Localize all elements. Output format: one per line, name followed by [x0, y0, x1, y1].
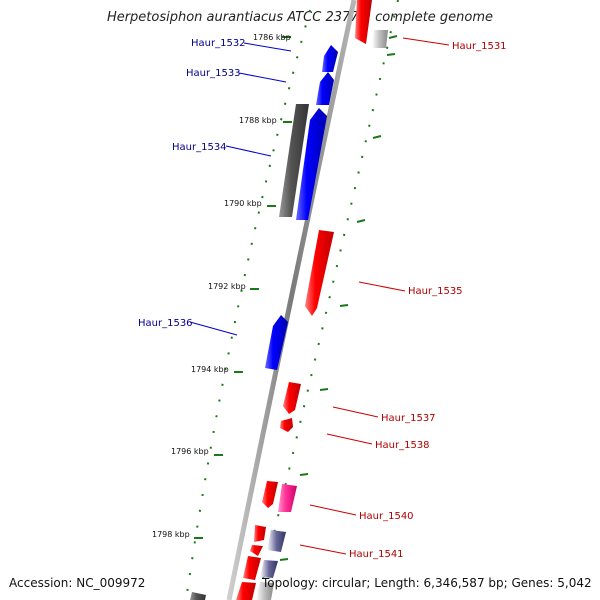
gene-feature-red-1539[interactable]	[262, 481, 278, 508]
tick-mark	[319, 388, 329, 391]
gene-feature-haur-1535[interactable]	[305, 230, 334, 316]
outer-tick-ring	[257, 0, 399, 600]
topology-text: Topology: circular; Length: 6,346,587 bp…	[262, 576, 592, 590]
gene-feature-light[interactable]	[372, 30, 388, 48]
label-haur-1531[interactable]: Haur_1531	[452, 41, 507, 52]
label-group: Haur_1531 Haur_1532 Haur_1533 Haur_1534 …	[138, 37, 507, 560]
leader-line	[332, 406, 379, 418]
gene-feature-haur-1541[interactable]	[267, 530, 286, 552]
leader-line	[189, 321, 238, 336]
leader-line	[309, 504, 357, 516]
label-haur-1537[interactable]: Haur_1537	[381, 413, 436, 424]
gene-feature-lav-bottom[interactable]	[260, 560, 278, 578]
gene-feature-haur-1538[interactable]	[280, 418, 293, 432]
gene-feature-haur-1532[interactable]	[322, 45, 338, 72]
label-haur-1535[interactable]: Haur_1535	[408, 286, 463, 297]
gene-feature-haur-1536[interactable]	[265, 315, 288, 370]
leader-line	[299, 544, 347, 555]
tick-label-1794: 1794 kbp	[191, 365, 229, 374]
tick-label-1792: 1792 kbp	[208, 282, 246, 291]
label-haur-1541[interactable]: Haur_1541	[349, 549, 404, 560]
map-title: Herpetosiphon aurantiacus ATCC 23779, co…	[106, 10, 494, 25]
tick-label-1790: 1790 kbp	[224, 199, 262, 208]
grey-feature-bottom[interactable]	[190, 592, 206, 600]
gene-feature-haur-1534[interactable]	[296, 108, 327, 220]
gene-feature-haur-1537[interactable]	[283, 382, 301, 414]
label-haur-1532[interactable]: Haur_1532	[191, 38, 246, 49]
gene-feature-haur-1540[interactable]	[278, 484, 297, 512]
label-haur-1533[interactable]: Haur_1533	[186, 68, 241, 79]
label-haur-1540[interactable]: Haur_1540	[359, 511, 414, 522]
leader-line	[402, 37, 450, 46]
gene-feature-red-bottom-1[interactable]	[254, 525, 266, 542]
leader-line	[225, 145, 272, 157]
leader-line	[243, 42, 292, 52]
gene-feature-red-bottom-2[interactable]	[250, 545, 263, 556]
label-haur-1538[interactable]: Haur_1538	[375, 440, 430, 451]
tick-mark	[299, 473, 309, 476]
label-haur-1534[interactable]: Haur_1534	[172, 142, 227, 153]
accession-text: Accession: NC_009972	[9, 576, 146, 590]
label-haur-1536[interactable]: Haur_1536	[138, 318, 193, 329]
genome-backbone	[226, 0, 357, 600]
gene-feature-light-bottom[interactable]	[256, 582, 274, 600]
tick-label-1796: 1796 kbp	[171, 447, 209, 456]
tick-label-1786: 1786 kbp	[253, 33, 291, 42]
tick-group: 1786 kbp 1788 kbp 1790 kbp 1792 kbp 1794…	[152, 33, 398, 561]
gene-feature-red-bottom-4[interactable]	[236, 582, 256, 600]
tick-mark	[356, 219, 366, 223]
leader-line	[326, 433, 373, 445]
gene-feature-haur-1533[interactable]	[316, 72, 334, 105]
tick-mark	[339, 304, 349, 307]
tick-mark	[372, 135, 382, 139]
gene-feature-red-bottom-3[interactable]	[243, 556, 261, 580]
tick-label-1788: 1788 kbp	[239, 116, 277, 125]
leader-line	[238, 72, 287, 83]
feature-group	[190, 0, 388, 600]
tick-label-1798: 1798 kbp	[152, 530, 190, 539]
leader-line	[358, 281, 406, 292]
tick-mark	[279, 558, 289, 561]
grey-feature[interactable]	[279, 104, 309, 217]
tick-mark	[386, 53, 396, 56]
gene-feature-haur-1531[interactable]	[355, 0, 372, 44]
tick-mark	[388, 35, 398, 39]
